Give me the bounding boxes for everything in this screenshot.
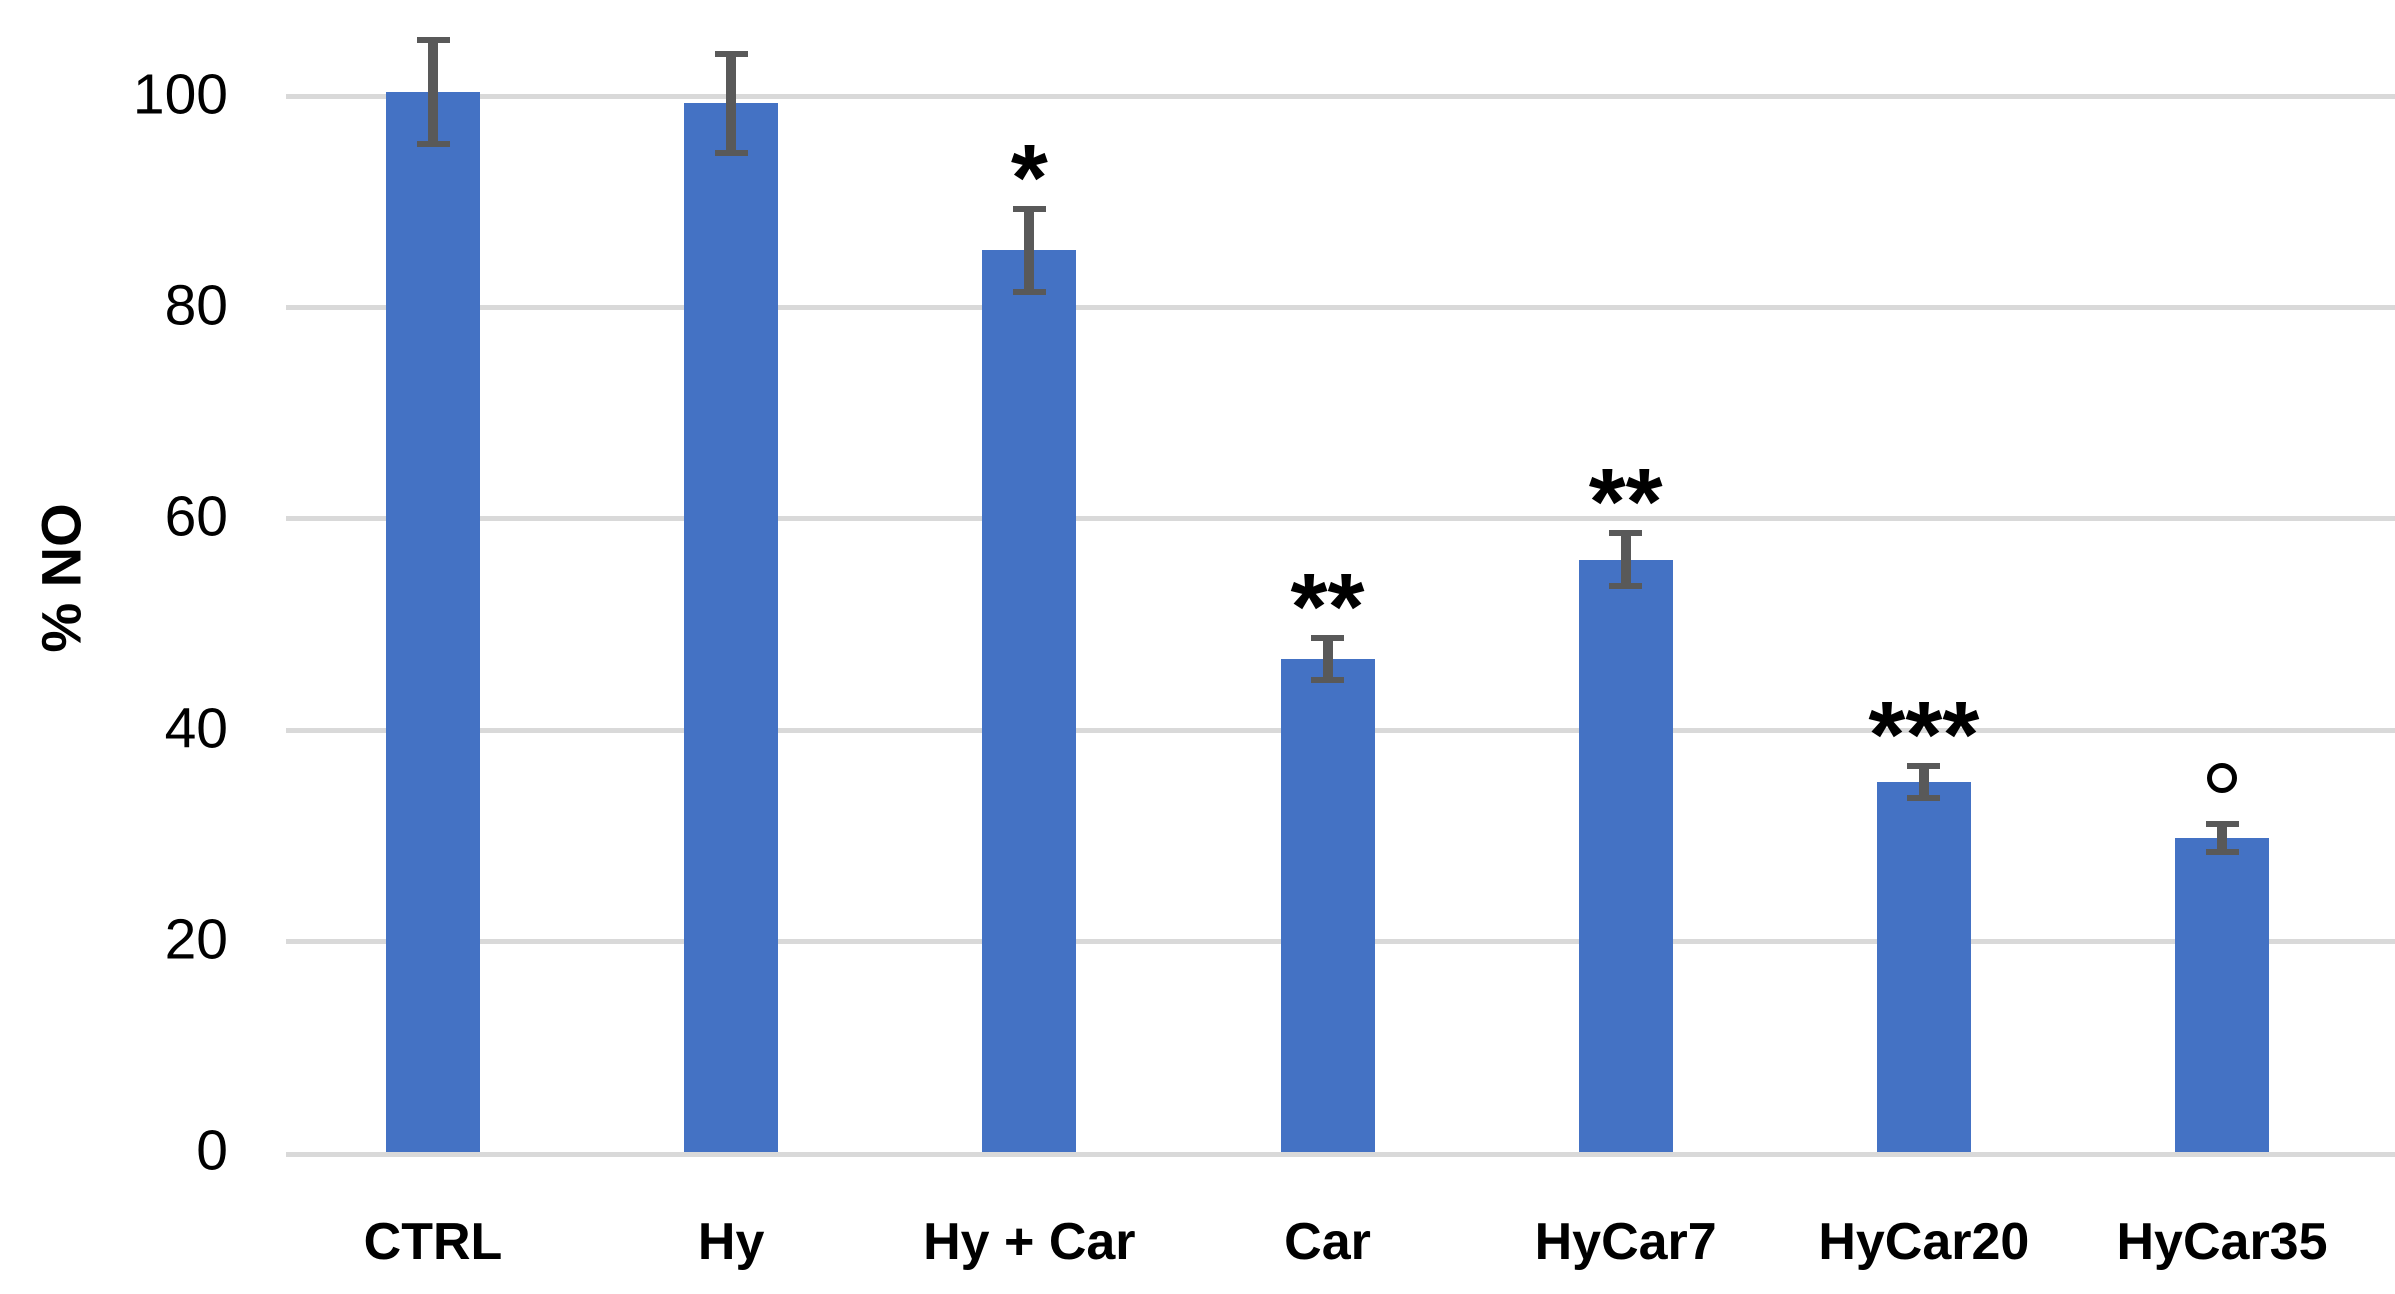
significance-marker: * xyxy=(1010,124,1048,231)
bar-hycar20 xyxy=(1876,782,1971,1152)
y-tick-label: 20 xyxy=(164,907,228,972)
error-bar-top-cap xyxy=(416,36,450,43)
x-axis-label-hycar20: HyCar20 xyxy=(1818,1213,2030,1271)
x-axis-label-hy: Hy xyxy=(697,1213,765,1271)
x-axis-label-ctrl: CTRL xyxy=(363,1213,503,1271)
error-bar-bottom-cap xyxy=(1907,795,1941,802)
y-tick-label: 100 xyxy=(132,62,228,127)
error-bar-car xyxy=(1322,634,1333,684)
error-bar-bottom-cap xyxy=(1609,583,1643,590)
gridline xyxy=(286,94,2395,99)
error-bar-top-cap xyxy=(714,50,748,57)
error-bar-top-cap xyxy=(1311,634,1344,641)
significance-marker: ** xyxy=(1588,449,1663,556)
x-axis-label-hycar7: HyCar7 xyxy=(1534,1213,1717,1271)
significance-marker: ** xyxy=(1290,553,1365,660)
error-bar-top-cap xyxy=(2205,821,2239,828)
significance-marker: *** xyxy=(1868,682,1980,789)
error-bar-hycar20 xyxy=(1918,763,1929,802)
bar-hy xyxy=(684,103,779,1152)
y-tick-label: 0 xyxy=(196,1118,228,1183)
y-tick-label: 60 xyxy=(164,485,228,550)
x-axis-label-hycar35: HyCar35 xyxy=(2116,1213,2328,1271)
bar-hycar7 xyxy=(1578,559,1673,1152)
x-axis-line xyxy=(286,1152,2395,1157)
gridline xyxy=(286,305,2395,311)
error-bar-bottom-cap xyxy=(1012,288,1046,295)
significance-marker-circle xyxy=(2207,763,2238,794)
bar-hycar35 xyxy=(2175,838,2270,1152)
error-bar-hycar7 xyxy=(1620,530,1631,590)
y-tick-label: 40 xyxy=(164,696,228,761)
error-bar-top-cap xyxy=(1609,530,1643,537)
error-bar-bottom-cap xyxy=(416,140,450,147)
error-bar-top-cap xyxy=(1012,205,1046,212)
gridline xyxy=(286,516,2395,522)
bar-hy-car xyxy=(982,250,1077,1152)
error-bar-ctrl xyxy=(428,36,438,147)
x-axis-label-car: Car xyxy=(1284,1213,1371,1271)
error-bar-bottom-cap xyxy=(2205,849,2239,856)
error-bar-top-cap xyxy=(1907,763,1941,770)
error-bar-bottom-cap xyxy=(714,150,748,157)
error-bar-hy-car xyxy=(1024,205,1035,295)
error-bar-hycar35 xyxy=(2217,821,2228,856)
y-tick-label: 80 xyxy=(164,273,228,338)
error-bar-bottom-cap xyxy=(1311,677,1344,684)
bar-car xyxy=(1280,658,1375,1152)
x-axis-label-hy-car: Hy + Car xyxy=(923,1213,1136,1271)
bar-ctrl xyxy=(386,91,480,1152)
error-bar-hy xyxy=(726,50,737,157)
